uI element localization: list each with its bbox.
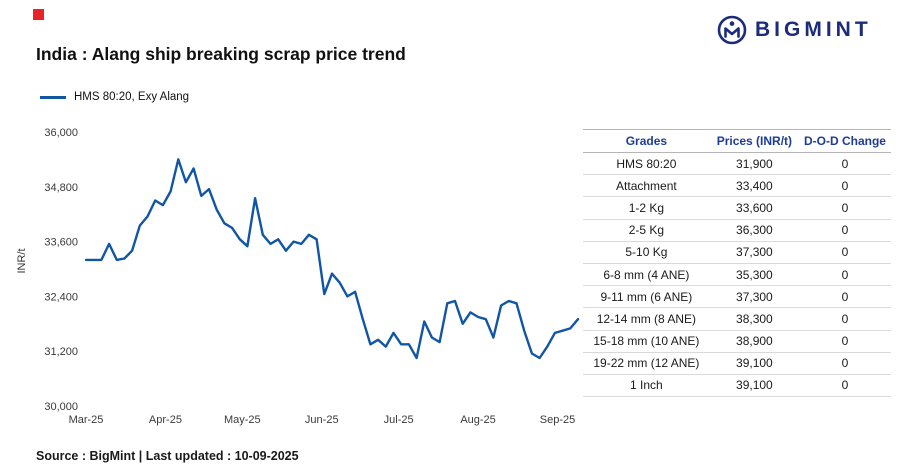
price-cell: 33,400 <box>709 174 799 198</box>
price-cell: 39,100 <box>709 374 799 398</box>
change-cell: 0 <box>798 285 891 309</box>
grade-cell: HMS 80:20 <box>583 152 710 176</box>
y-tick-label: 32,400 <box>44 291 78 303</box>
change-cell: 0 <box>798 263 891 287</box>
table-row: 6-8 mm (4 ANE) 35,300 0 <box>583 263 891 287</box>
table-row: 1 Inch 39,100 0 <box>583 374 891 398</box>
grade-cell: 1 Inch <box>583 374 710 398</box>
grade-cell: 9-11 mm (6 ANE) <box>583 285 710 309</box>
legend-label: HMS 80:20, Exy Alang <box>74 91 190 103</box>
table-row: HMS 80:20 31,900 0 <box>583 152 891 176</box>
x-tick-label: Aug-25 <box>460 414 495 426</box>
price-cell: 36,300 <box>709 219 799 242</box>
grade-cell: 15-18 mm (10 ANE) <box>583 330 710 353</box>
column-header-grades: Grades <box>583 129 710 153</box>
table-row: 2-5 Kg 36,300 0 <box>583 219 891 242</box>
grade-cell: 6-8 mm (4 ANE) <box>583 263 710 287</box>
table-row: 19-22 mm (12 ANE) 39,100 0 <box>583 352 891 375</box>
y-tick-label: 36,000 <box>44 127 78 139</box>
table-row: 15-18 mm (10 ANE) 38,900 0 <box>583 330 891 353</box>
change-cell: 0 <box>798 241 891 264</box>
x-tick-label: May-25 <box>224 414 261 426</box>
x-tick-label: Apr-25 <box>149 414 182 426</box>
change-cell: 0 <box>798 152 891 176</box>
bigmint-logo: BIGMINT <box>716 14 872 46</box>
price-cell: 39,100 <box>709 352 799 375</box>
change-cell: 0 <box>798 374 891 398</box>
bigmint-logo-icon <box>717 15 747 45</box>
brand-mark <box>33 9 44 20</box>
x-tick-label: Jul-25 <box>384 414 414 426</box>
source-footer: Source : BigMint | Last updated : 10-09-… <box>36 449 299 463</box>
price-cell: 38,300 <box>709 307 799 331</box>
y-tick-label: 33,600 <box>44 237 78 249</box>
change-cell: 0 <box>798 352 891 375</box>
column-header-dod-change: D-O-D Change <box>798 129 891 153</box>
legend-line-swatch <box>40 95 66 99</box>
price-cell: 37,300 <box>709 285 799 309</box>
table-row: Attachment 33,400 0 <box>583 174 891 198</box>
table-row: 5-10 Kg 37,300 0 <box>583 241 891 264</box>
y-tick-label: 34,800 <box>44 182 78 194</box>
change-cell: 0 <box>798 330 891 353</box>
price-trend-chart: 36,000 34,800 33,600 32,400 31,200 30,000Mar-… <box>44 127 580 426</box>
grade-cell: 2-5 Kg <box>583 219 710 242</box>
price-cell: 33,600 <box>709 196 799 220</box>
price-cell: 38,900 <box>709 330 799 353</box>
table-row: 9-11 mm (6 ANE) 37,300 0 <box>583 285 891 309</box>
grade-cell: 12-14 mm (8 ANE) <box>583 307 710 331</box>
price-cell: 37,300 <box>709 241 799 264</box>
x-tick-label: Sep-25 <box>540 414 575 426</box>
y-tick-label: 31,200 <box>44 346 78 358</box>
grade-cell: 19-22 mm (12 ANE) <box>583 352 710 375</box>
change-cell: 0 <box>798 196 891 220</box>
grade-cell: Attachment <box>583 174 710 198</box>
change-cell: 0 <box>798 174 891 198</box>
x-tick-label: Mar-25 <box>69 414 104 426</box>
grade-cell: 5-10 Kg <box>583 241 710 264</box>
y-tick-label: 30,000 <box>44 401 78 413</box>
x-tick-label: Jun-25 <box>305 414 339 426</box>
price-cell: 31,900 <box>709 152 799 176</box>
price-cell: 35,300 <box>709 263 799 287</box>
table-header-row: Grades Prices (INR/t) D-O-D Change <box>583 129 891 153</box>
chart-legend: HMS 80:20, Exy Alang <box>40 91 189 103</box>
y-axis-label: INR/t <box>16 248 28 274</box>
change-cell: 0 <box>798 219 891 242</box>
bigmint-logo-text: BIGMINT <box>755 18 872 41</box>
change-cell: 0 <box>798 307 891 331</box>
price-line-series <box>84 158 580 360</box>
table-row: 12-14 mm (8 ANE) 38,300 0 <box>583 307 891 331</box>
column-header-prices: Prices (INR/t) <box>709 129 799 153</box>
grade-cell: 1-2 Kg <box>583 196 710 220</box>
table-row: 1-2 Kg 33,600 0 <box>583 196 891 220</box>
page-title: India : Alang ship breaking scrap price … <box>36 44 406 64</box>
grades-price-table: Grades Prices (INR/t) D-O-D Change HMS 8… <box>583 129 891 398</box>
